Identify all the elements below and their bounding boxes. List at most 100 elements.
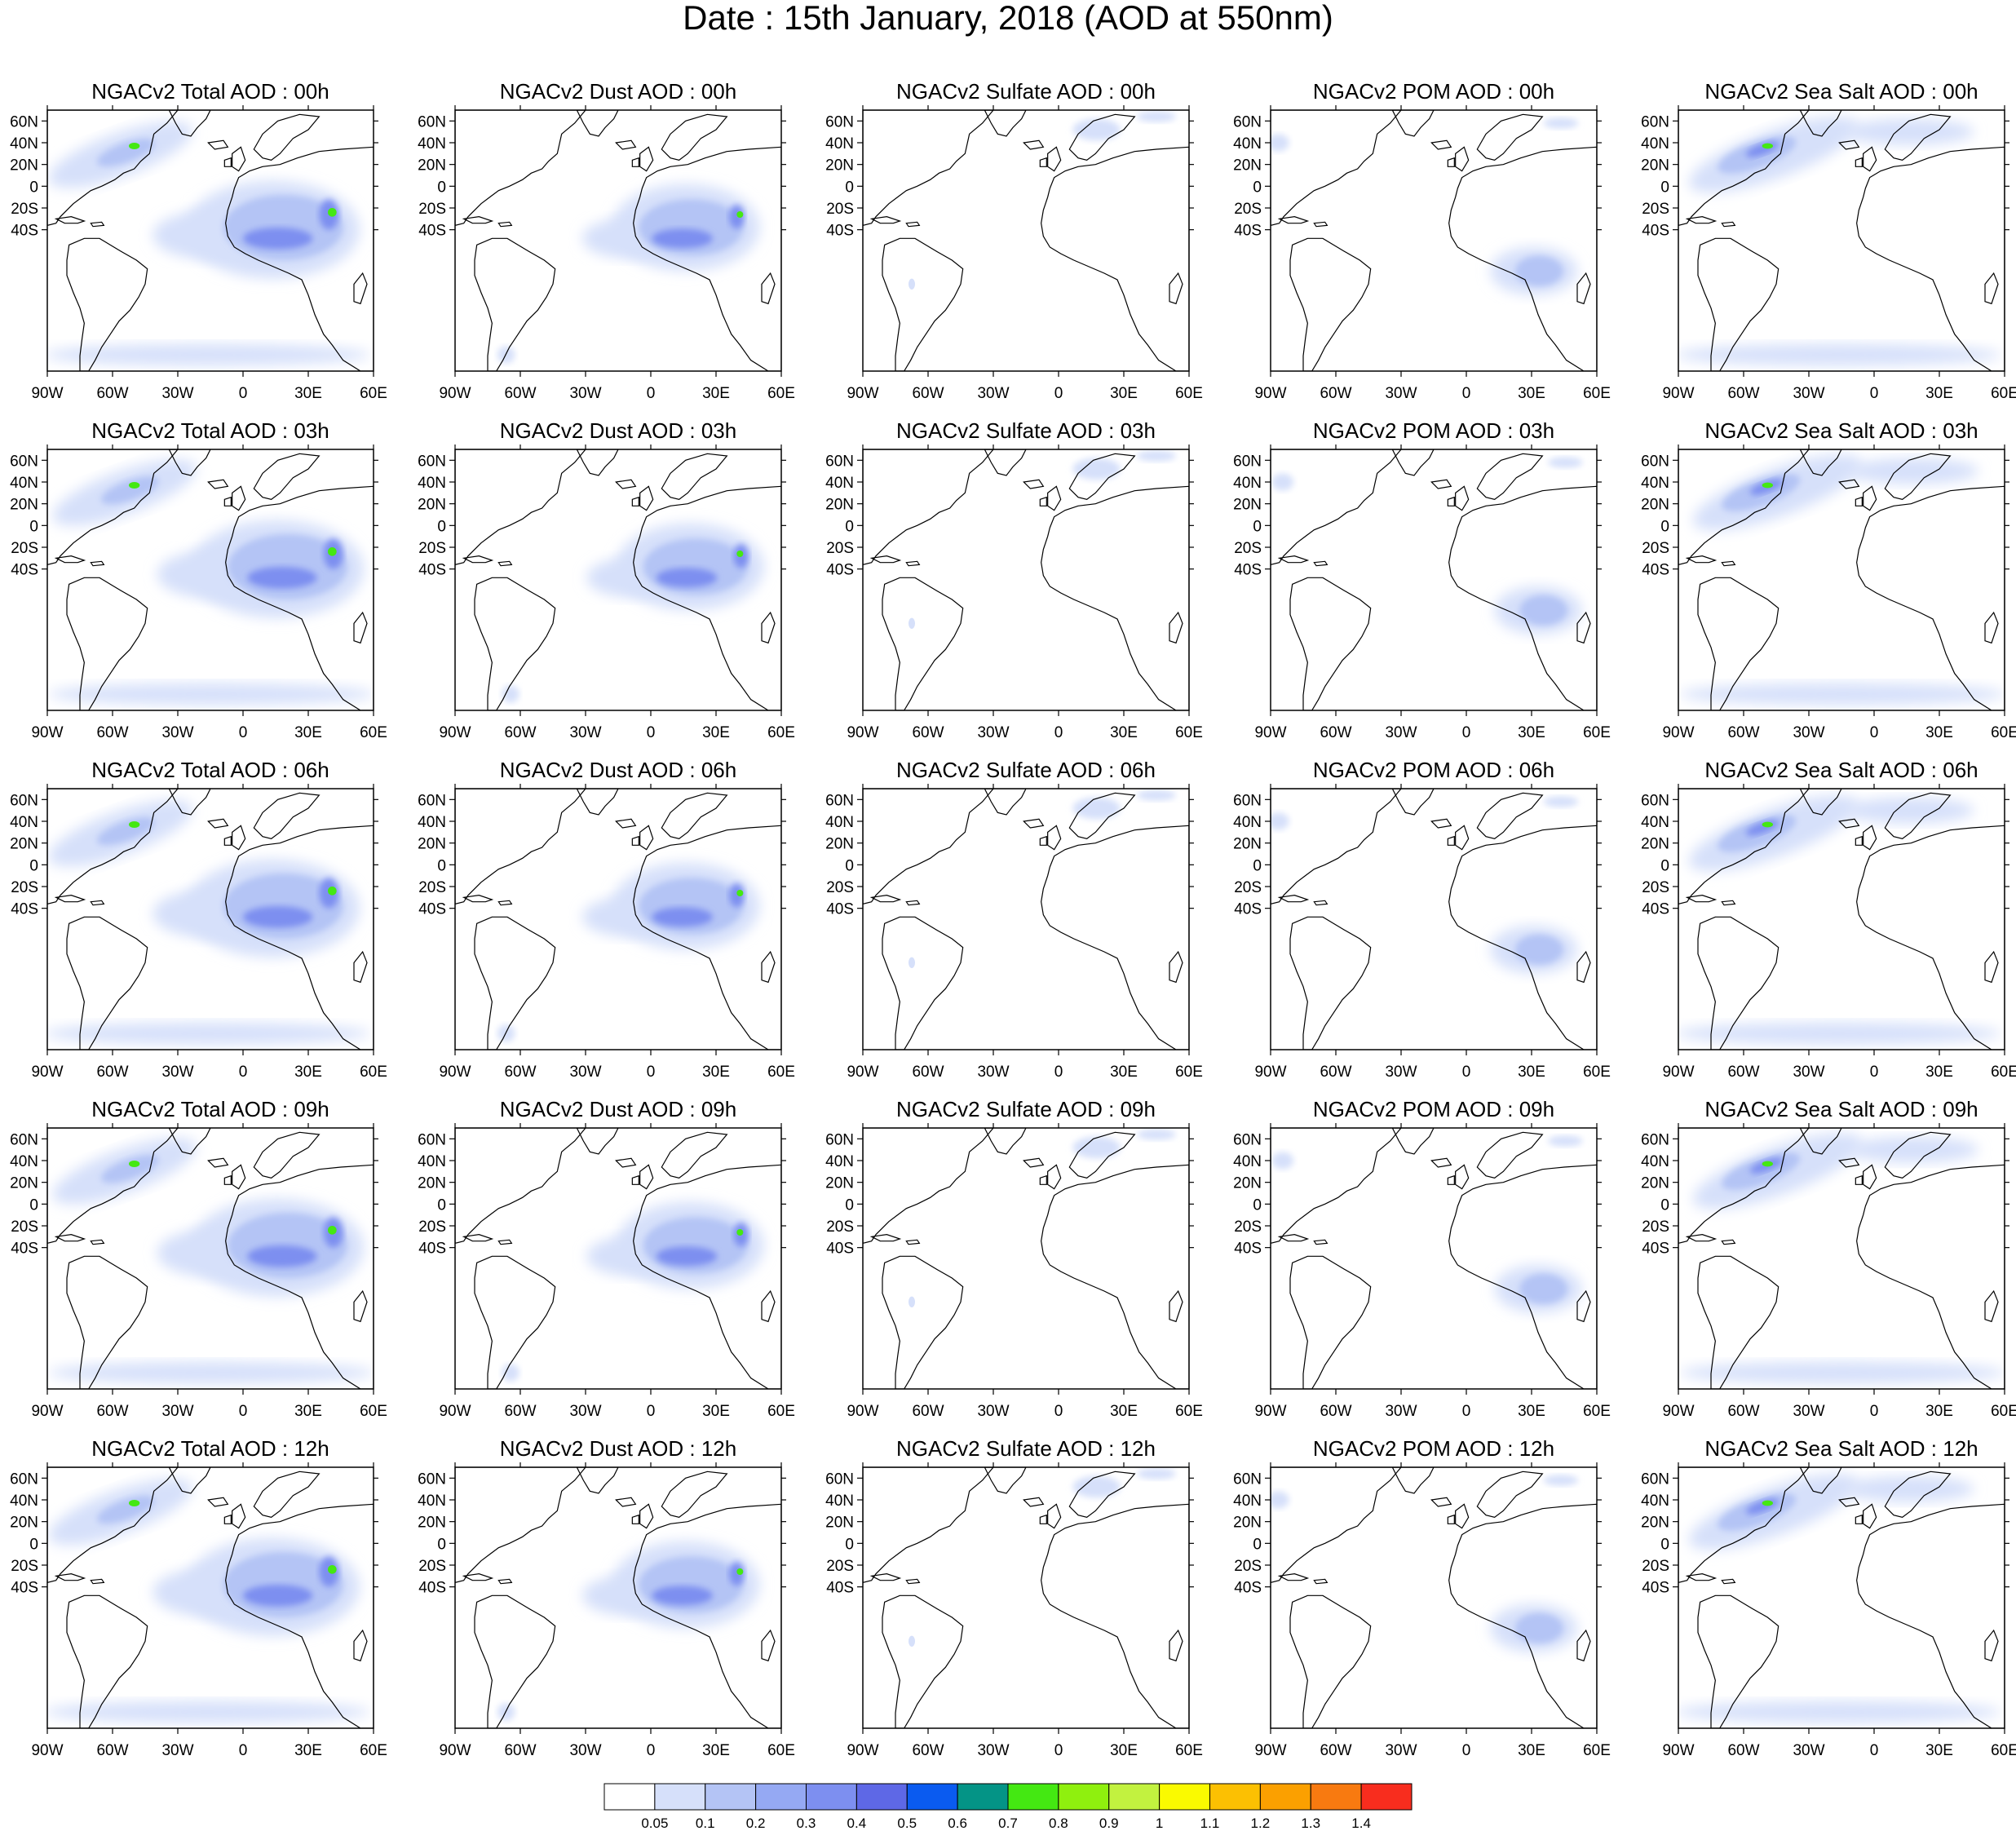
panel-title: NGACv2 Sulfate AOD : 06h (896, 758, 1156, 782)
lon-tick-label: 90W (1254, 724, 1286, 741)
map-frame (454, 449, 782, 711)
lat-tick-label: 0 (845, 179, 854, 196)
aod-contour (1519, 595, 1567, 626)
aerosol-field (1271, 1475, 1579, 1652)
lon-tick-label: 30E (702, 1064, 730, 1081)
colorbar-swatch (855, 1783, 908, 1811)
lon-tick-label: 30W (1793, 724, 1824, 741)
aod-contour (1271, 134, 1289, 152)
aod-contour (96, 138, 155, 167)
lon-tick-label: 30W (569, 1742, 601, 1759)
panel-title: NGACv2 Sea Salt AOD : 03h (1704, 418, 1978, 443)
aod-contour (656, 1246, 718, 1267)
map-frame (862, 449, 1190, 711)
lat-tick-label: 20S (1234, 1558, 1262, 1575)
aod-contour (1137, 450, 1176, 462)
lat-tick-label: 60N (1233, 1131, 1262, 1148)
aod-contour (243, 228, 313, 250)
lat-tick-label: 40N (1233, 475, 1262, 492)
lat-tick-label: 20N (825, 497, 854, 514)
lat-tick-label: 0 (437, 518, 446, 535)
lat-tick-label: 40S (11, 901, 38, 918)
map-panel: NGACv2 Dust AOD : 03h 90W 60W 30W 0 30E 60E 60N… (418, 418, 795, 741)
lat-tick-label: 20S (418, 201, 446, 218)
lon-tick-label: 30E (1110, 724, 1138, 741)
panel-title: NGACv2 Sea Salt AOD : 06h (1704, 758, 1978, 782)
lat-tick-label: 40S (1234, 1580, 1262, 1597)
panel-title: NGACv2 Sea Salt AOD : 00h (1704, 79, 1978, 104)
lon-tick-label: 90W (1254, 1064, 1286, 1081)
lat-tick-label: 40S (418, 562, 446, 579)
aod-contour (96, 1495, 155, 1524)
colorbar-label: 0.2 (746, 1816, 766, 1831)
lat-tick-label: 40N (10, 814, 38, 831)
colorbar-swatch (1058, 1783, 1110, 1811)
lon-tick-label: 60E (1583, 1064, 1611, 1081)
lat-tick-label: 20N (10, 1515, 38, 1532)
lon-tick-label: 60E (1583, 1403, 1611, 1420)
aod-contour (328, 1565, 337, 1574)
lon-tick-label: 60W (1727, 1403, 1759, 1420)
lat-tick-label: 40N (1641, 1153, 1669, 1170)
lon-tick-label: 0 (1054, 1064, 1063, 1081)
aerosol-field (502, 1201, 764, 1382)
lon-tick-label: 60E (360, 385, 387, 402)
lat-tick-label: 60N (1233, 1471, 1262, 1488)
lat-tick-label: 0 (1253, 179, 1262, 196)
lat-tick-label: 0 (29, 857, 38, 874)
map-panel: NGACv2 Sea Salt AOD : 09h 90W 60W 30W 0 30E 60… (1641, 1097, 2016, 1420)
map-frame (454, 788, 782, 1050)
lat-tick-label: 60N (418, 113, 446, 130)
lat-tick-label: 60N (10, 1131, 38, 1148)
lat-tick-label: 40N (10, 135, 38, 153)
lon-tick-label: 60W (1320, 1064, 1351, 1081)
aod-contour (96, 816, 155, 846)
map-background (863, 1128, 1189, 1389)
map-background (1271, 789, 1597, 1050)
map-frame (454, 109, 782, 372)
map-frame (862, 788, 1190, 1050)
lat-tick-label: 40S (1642, 1580, 1669, 1597)
map-panel: NGACv2 Sulfate AOD : 12h 90W 60W 30W 0 30E 60E… (825, 1436, 1203, 1759)
aod-contour (1271, 1152, 1293, 1170)
lon-tick-label: 90W (1662, 1064, 1694, 1081)
aod-contour (48, 1361, 374, 1384)
aod-contour (1137, 1129, 1176, 1140)
lat-tick-label: 40N (1641, 475, 1669, 492)
colorbar-swatch (603, 1783, 656, 1811)
lat-tick-label: 60N (10, 113, 38, 130)
map-background (1271, 1128, 1597, 1389)
lat-tick-label: 60N (825, 1131, 854, 1148)
lon-tick-label: 0 (647, 724, 656, 741)
lat-tick-label: 60N (418, 1471, 446, 1488)
map-frame (1678, 1127, 2005, 1390)
aerosol-field (1271, 117, 1579, 295)
lat-tick-label: 20N (1233, 1175, 1262, 1192)
aerosol-field (47, 800, 370, 1045)
lon-tick-label: 30W (1385, 1064, 1417, 1081)
lat-tick-label: 20S (11, 1558, 38, 1575)
lat-tick-label: 20N (825, 1175, 854, 1192)
map-panel: NGACv2 Total AOD : 09h 90W 60W 30W 0 30E 60E 60… (10, 1097, 387, 1420)
lon-tick-label: 90W (847, 724, 878, 741)
lon-tick-label: 0 (647, 1064, 656, 1081)
aerosol-field (502, 523, 764, 703)
lon-tick-label: 90W (1254, 385, 1286, 402)
lat-tick-label: 20N (418, 1515, 446, 1532)
panel-title: NGACv2 Dust AOD : 03h (500, 418, 736, 443)
lon-tick-label: 90W (1662, 1742, 1694, 1759)
lon-tick-label: 90W (847, 1403, 878, 1420)
lat-tick-label: 60N (418, 453, 446, 470)
lon-tick-label: 30W (161, 1742, 193, 1759)
lon-tick-label: 90W (847, 1742, 878, 1759)
panel-title: NGACv2 Dust AOD : 12h (500, 1436, 736, 1461)
lat-tick-label: 20S (418, 1558, 446, 1575)
lat-tick-label: 40N (418, 475, 446, 492)
lat-tick-label: 0 (29, 1536, 38, 1553)
lat-tick-label: 40S (1234, 223, 1262, 240)
aod-contour (1843, 1475, 1974, 1502)
lat-tick-label: 40S (1642, 1241, 1669, 1258)
lon-tick-label: 60E (360, 1064, 387, 1081)
aod-contour (1762, 143, 1773, 149)
lat-tick-label: 40N (1641, 814, 1669, 831)
